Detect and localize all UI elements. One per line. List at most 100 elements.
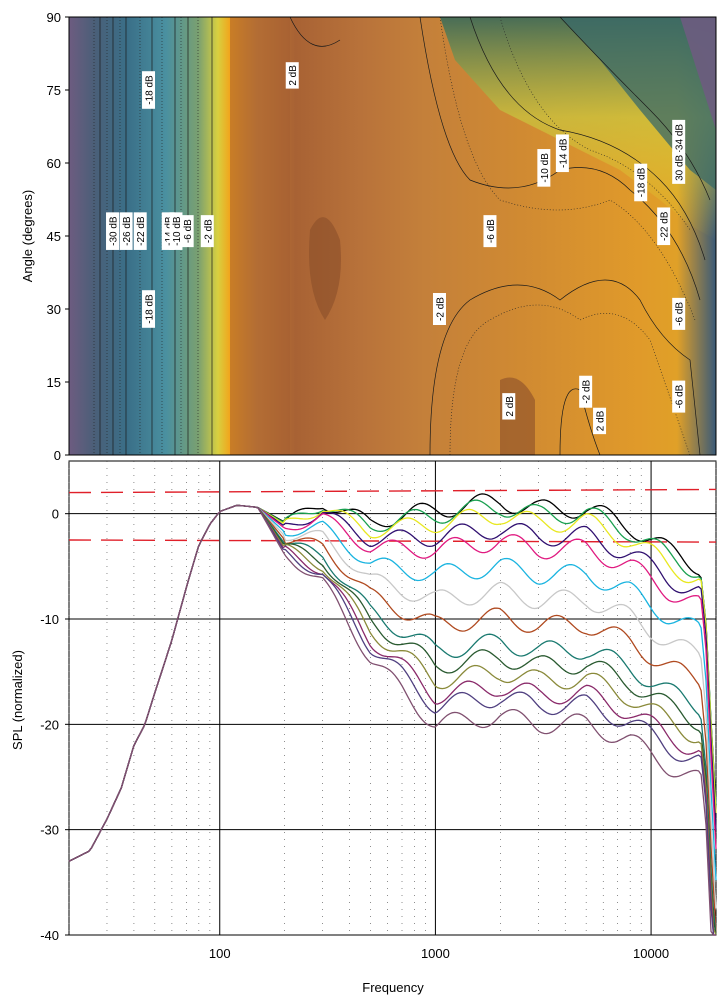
spl-reference-line — [68, 539, 717, 543]
heatmap-contour-label: -30 dB — [106, 212, 120, 250]
contour-label-text: -2 dB — [203, 219, 214, 243]
contour-label-background — [119, 212, 133, 250]
heatmap-panel: -30 dB-26 dB-22 dB-18 dB-18 dB-14 dB-10 … — [20, 10, 717, 463]
heatmap-contour-label: -22 dB — [657, 207, 671, 246]
spl-x-tick-label: 1000 — [421, 946, 450, 961]
contour-label-text: -6 dB — [675, 384, 686, 408]
heatmap-contour-labels: -30 dB-26 dB-22 dB-18 dB-18 dB-14 dB-10 … — [106, 62, 686, 435]
spl-y-ticks: 0 -10 -20 -30 -40 — [40, 507, 69, 943]
heatmap-contour-label: -2 dB — [579, 375, 593, 408]
contour-label-background — [634, 163, 648, 202]
heatmap-contour-label: -6 dB — [672, 297, 686, 330]
spl-y-tick-label: -40 — [40, 928, 59, 943]
contour-label-background — [142, 290, 156, 328]
contour-label-text: -6 dB — [675, 302, 686, 326]
spl-x-tick-label: 100 — [209, 946, 231, 961]
heatmap-contour-label: -26 dB — [119, 212, 133, 250]
spl-xlabel: Frequency — [362, 980, 424, 995]
contour-label-text: 2 dB — [505, 396, 516, 417]
spl-reference-line — [68, 488, 717, 494]
spl-grid — [68, 461, 717, 935]
heatmap-contour-label: -6 dB — [483, 215, 497, 248]
spl-reference-lines — [68, 488, 717, 543]
contour-label-text: -2 dB — [435, 297, 446, 321]
heatmap-y-tick-label: 75 — [47, 83, 61, 98]
contour-label-text: -30 dB — [109, 216, 120, 246]
contour-label-background — [537, 149, 551, 187]
contour-label-text: -10 dB — [540, 153, 551, 183]
contour-label-text: -2 dB — [582, 379, 593, 403]
contour-label-text: -10 dB — [172, 216, 183, 246]
contour-label-background — [432, 293, 446, 325]
spl-series-group — [68, 493, 717, 936]
spl-x-ticks: 100 1000 10000 — [209, 946, 669, 961]
spl-panel: 0 -10 -20 -30 -40 100 1000 10000 SPL (normaliz… — [10, 460, 717, 995]
contour-label-text: -18 dB — [145, 75, 156, 105]
heatmap-purple-corner — [680, 17, 716, 130]
contour-label-background — [672, 380, 686, 413]
contour-label-background — [555, 134, 569, 173]
heatmap-contour-label: -22 dB — [133, 212, 147, 250]
contour-label-text: 2 dB — [288, 65, 299, 86]
heatmap-contour-label: -10 dB — [537, 149, 551, 187]
heatmap-contour-label: 2 dB — [502, 393, 516, 420]
contour-label-text: -6 dB — [183, 219, 194, 243]
spl-y-tick-label: 0 — [52, 507, 59, 522]
contour-label-background — [142, 71, 156, 109]
contour-label-text: -14 dB — [558, 138, 569, 168]
spl-x-tick-label: 10000 — [633, 946, 669, 961]
spl-y-tick-label: -20 — [40, 717, 59, 732]
heatmap-contour-label: -18 dB — [142, 290, 156, 328]
heatmap-y-tick-label: 30 — [47, 302, 61, 317]
heatmap-y-tick-label: 60 — [47, 156, 61, 171]
contour-label-background — [672, 297, 686, 330]
heatmap-contour-label: -14 dB — [555, 134, 569, 173]
contour-label-text: -26 dB — [122, 216, 133, 246]
heatmap-dark-region-1 — [230, 17, 290, 455]
contour-label-background — [200, 215, 214, 248]
contour-label-background — [483, 215, 497, 248]
contour-label-background — [579, 375, 593, 408]
contour-label-background — [133, 212, 147, 250]
heatmap-contour-label: 2 dB — [593, 407, 607, 435]
contour-label-background — [502, 393, 516, 420]
contour-label-background — [106, 212, 120, 250]
contour-label-text: 2 dB — [596, 410, 607, 431]
contour-label-text: -6 dB — [486, 219, 497, 243]
contour-label-text: -18 dB — [145, 294, 156, 324]
spl-y-tick-label: -10 — [40, 612, 59, 627]
contour-label-background — [169, 212, 183, 250]
heatmap-contour-label: -6 dB — [672, 380, 686, 413]
heatmap-contour-label: -34 dB — [672, 119, 686, 158]
contour-label-text: -22 dB — [136, 216, 147, 246]
contour-label-background — [672, 119, 686, 158]
heatmap-contour-label: -2 dB — [200, 215, 214, 248]
heatmap-y-tick-label: 15 — [47, 375, 61, 390]
contour-label-background — [657, 207, 671, 246]
contour-label-background — [672, 151, 686, 184]
spl-y-tick-label: -30 — [40, 823, 59, 838]
contour-label-text: 30 dB — [675, 154, 686, 180]
heatmap-contour-label: -18 dB — [142, 71, 156, 109]
spl-ylabel: SPL (normalized) — [10, 650, 25, 750]
heatmap-contour-label: -2 dB — [432, 293, 446, 325]
contour-label-text: -22 dB — [660, 211, 671, 241]
contour-label-text: -34 dB — [675, 124, 686, 154]
heatmap-ylabel: Angle (degrees) — [20, 190, 35, 283]
heatmap-dark-region-2 — [309, 217, 341, 320]
heatmap-contour-label: -6 dB — [180, 215, 194, 248]
heatmap-y-tick-label: 90 — [47, 10, 61, 25]
spl-series-line — [68, 504, 716, 936]
heatmap-contour-label: -18 dB — [634, 163, 648, 202]
contour-label-text: -18 dB — [637, 167, 648, 197]
heatmap-contour-label: 30 dB — [672, 151, 686, 184]
heatmap-contour-label: 2 dB — [285, 62, 299, 89]
contour-label-background — [593, 407, 607, 435]
heatmap-y-tick-label: 45 — [47, 229, 61, 244]
contour-label-background — [180, 215, 194, 248]
heatmap-y-ticks: 0 15 30 45 60 75 90 — [47, 10, 69, 463]
contour-label-background — [285, 62, 299, 89]
heatmap-contour-label: -10 dB — [169, 212, 183, 250]
heatmap-y-tick-label: 0 — [54, 448, 61, 463]
